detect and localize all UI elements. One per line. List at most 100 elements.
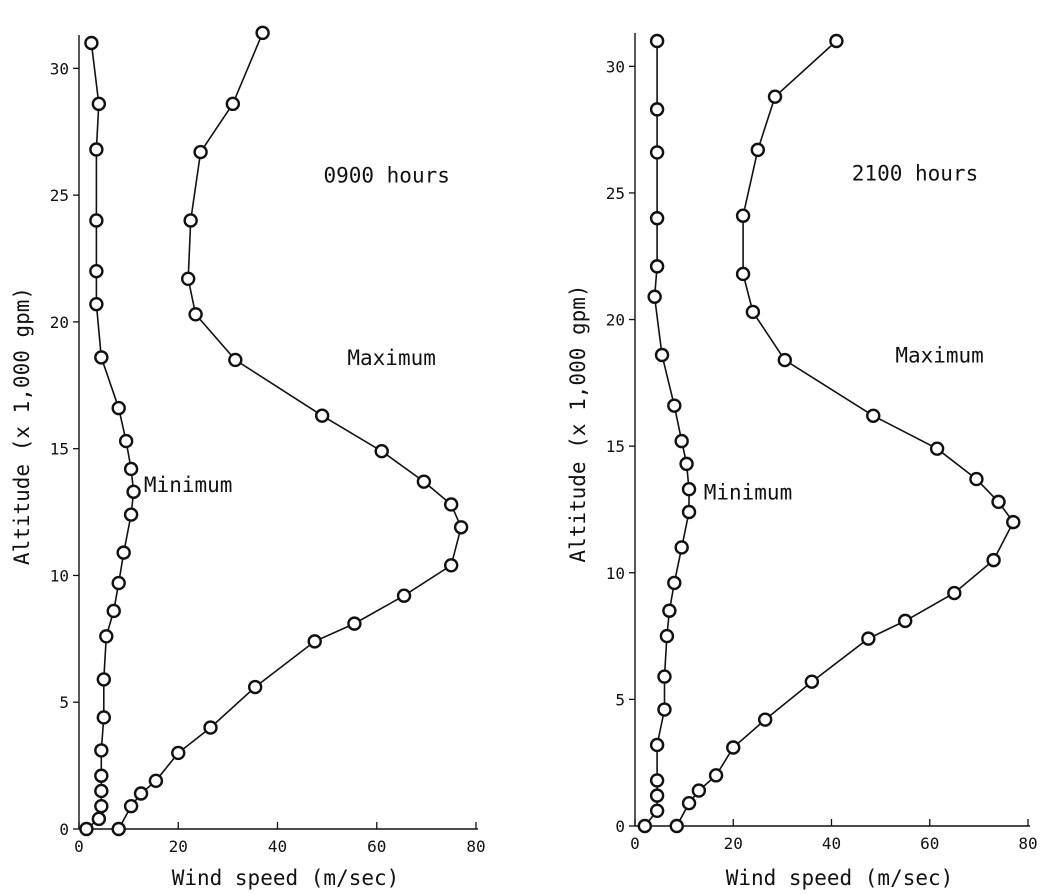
panel-2-x-tick-label: 40 bbox=[822, 834, 841, 853]
panel-1-maximum-point bbox=[443, 497, 459, 512]
panel-2-maximum-point bbox=[866, 408, 881, 423]
panel-2-minimum-point bbox=[637, 818, 653, 834]
panel-1-y-tick-label: 15 bbox=[50, 440, 69, 459]
panel-2-maximum-point bbox=[745, 304, 761, 320]
panel-2-maximum-point bbox=[708, 768, 724, 783]
panel-2-minimum-point bbox=[649, 788, 665, 803]
panel-1-y-tick-label: 30 bbox=[50, 59, 69, 78]
panel-1-x-tick-label: 0 bbox=[74, 837, 84, 856]
panel-1-maximum-point bbox=[307, 634, 322, 649]
panel-2-maximum-point bbox=[991, 494, 1006, 510]
panel-1-maximum-point bbox=[133, 786, 149, 801]
panel-1-minimum-point bbox=[91, 96, 107, 112]
panel-2-minimum-point bbox=[674, 433, 689, 449]
panel-1-annotation: Maximum bbox=[347, 346, 436, 370]
panel-2-minimum-point bbox=[649, 211, 665, 226]
panel-1-maximum-point bbox=[443, 558, 459, 573]
panel-1-minimum-point bbox=[94, 743, 109, 758]
panel-1-y-tick-label: 20 bbox=[50, 313, 69, 332]
panel-1-maximum-point bbox=[374, 444, 389, 459]
panel-2-maximum-point bbox=[757, 712, 773, 727]
panel-1-maximum-point bbox=[396, 588, 412, 603]
panel-2-maximum-point bbox=[691, 783, 707, 798]
panel-1-x-tick-label: 60 bbox=[367, 837, 386, 856]
panel-1-minimum-point bbox=[89, 263, 104, 279]
panel-1-minimum-point bbox=[84, 35, 99, 51]
panel-1-maximum-point bbox=[255, 25, 270, 41]
panel-1-maximum-point bbox=[203, 720, 218, 735]
panel-2-minimum-point bbox=[667, 398, 682, 413]
panel-2-maximum-point bbox=[829, 33, 844, 49]
panel-2-minimum-point bbox=[649, 737, 665, 753]
panel-1-y-tick-label: 10 bbox=[50, 566, 69, 585]
panel-2-minimum-point bbox=[647, 289, 662, 304]
panel-2-y-tick-label: 0 bbox=[615, 817, 625, 836]
panel-2-minimum-point bbox=[649, 102, 665, 117]
panel-2-y-tick-label: 20 bbox=[606, 311, 625, 330]
panel-1-minimum-point bbox=[118, 433, 134, 449]
panel-2-maximum-point bbox=[750, 142, 766, 158]
panel-2-y-tick-label: 30 bbox=[606, 57, 625, 76]
panel-2-maximum-point bbox=[669, 818, 684, 834]
panel-2-minimum-point bbox=[649, 803, 665, 819]
panel-1-minimum-point bbox=[94, 783, 109, 799]
panel-2-maximum-point bbox=[735, 208, 751, 223]
panel-2-x-tick-label: 80 bbox=[1018, 834, 1037, 853]
panel-2-maximum-point bbox=[767, 89, 783, 104]
panel-1-maximum-point bbox=[247, 679, 263, 695]
panel-1-maximum-point bbox=[171, 745, 186, 761]
panel-2-minimum-point bbox=[649, 33, 665, 49]
panel-1-minimum-point bbox=[99, 629, 114, 644]
panel-1-y-tick-label: 0 bbox=[59, 820, 69, 839]
panel-2-minimum-point bbox=[674, 540, 689, 555]
panel-1-minimum-point bbox=[116, 545, 131, 560]
panel-2-maximum-point bbox=[804, 674, 820, 689]
panel-2-maximum-point bbox=[681, 796, 697, 811]
panel-2-minimum-point bbox=[657, 669, 672, 684]
panel-2-annotation: Minimum bbox=[704, 480, 793, 504]
panel-2-annotation: 2100 hours bbox=[852, 161, 978, 185]
panel-1-minimum-point bbox=[94, 798, 109, 814]
panel-1-minimum-point bbox=[89, 296, 104, 312]
panel-2-x-tick-label: 20 bbox=[724, 834, 743, 853]
panel-2-annotation: Maximum bbox=[895, 344, 984, 368]
panel-1-maximum-point bbox=[180, 271, 196, 286]
panel-1-maximum-point bbox=[347, 616, 362, 631]
panel-1-x-tick-label: 20 bbox=[169, 837, 188, 856]
panel-2-maximum-point bbox=[969, 471, 984, 487]
panel-2-y-tick-label: 5 bbox=[615, 690, 625, 709]
panel-1-maximum-point bbox=[111, 821, 126, 837]
panel-2-minimum-point bbox=[681, 504, 697, 520]
panel-1-minimum-point bbox=[111, 400, 126, 416]
panel-1-maximum-point bbox=[123, 798, 139, 814]
panel-1-maximum-point bbox=[193, 144, 208, 160]
panel-2-minimum-point bbox=[662, 603, 677, 618]
panel-2-minimum-point bbox=[654, 347, 670, 363]
panel-1-maximum-point bbox=[188, 307, 203, 322]
panel-1-minimum-point bbox=[79, 821, 94, 837]
panel-2-minimum-point bbox=[649, 259, 665, 274]
panel-2-y-tick-label: 10 bbox=[606, 564, 625, 583]
panel-1-x-tick-label: 80 bbox=[466, 837, 485, 856]
panel-1-minimum-point bbox=[106, 603, 121, 619]
panel-2-minimum-point bbox=[649, 773, 665, 788]
panel-2-maximum-point bbox=[1006, 514, 1021, 530]
panel-1-annotation: 0900 hours bbox=[323, 163, 449, 187]
panel-1-y-tick-label: 25 bbox=[50, 186, 69, 205]
panel-1-maximum-point bbox=[453, 520, 469, 535]
panel-1-minimum-point bbox=[89, 142, 104, 157]
panel-2-minimum-point bbox=[681, 482, 697, 497]
panel-1-minimum-point bbox=[111, 575, 126, 591]
panel-1-maximum-point bbox=[225, 96, 241, 112]
panel-2-minimum-point bbox=[649, 145, 665, 160]
panel-1-minimum-point bbox=[96, 710, 112, 725]
panel-2-y-tick-label: 15 bbox=[606, 437, 625, 456]
panel-2-maximum-point bbox=[929, 441, 945, 456]
panel-2-maximum-point bbox=[726, 740, 741, 755]
panel-2-maximum-point bbox=[986, 552, 1001, 568]
panel-1-maximum-line bbox=[117, 32, 462, 830]
panel-2-maximum-point bbox=[777, 352, 793, 368]
panel-1-minimum-point bbox=[96, 672, 112, 687]
panel-2-x-tick-label: 0 bbox=[630, 834, 640, 853]
